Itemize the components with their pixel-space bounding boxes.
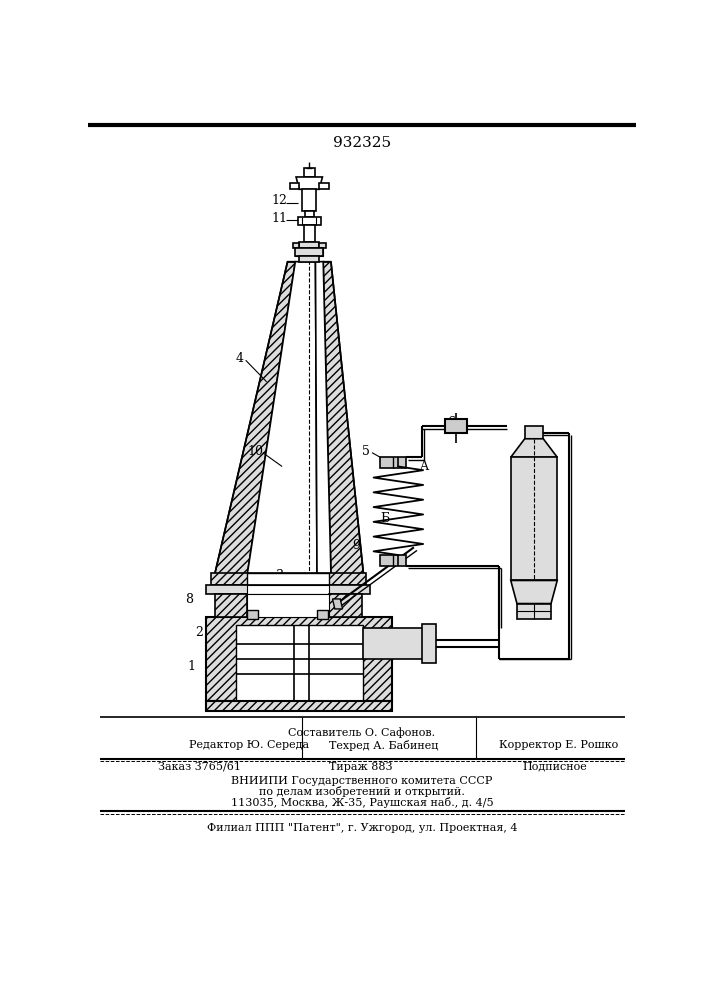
Bar bbox=[299, 242, 320, 248]
Bar bbox=[206, 617, 392, 701]
Bar bbox=[303, 189, 316, 211]
Bar bbox=[304, 225, 315, 242]
Text: 12: 12 bbox=[272, 194, 288, 207]
Polygon shape bbox=[290, 183, 299, 189]
Text: 2: 2 bbox=[195, 626, 203, 639]
Text: 3: 3 bbox=[276, 569, 284, 582]
Text: 4: 4 bbox=[235, 352, 243, 365]
Text: Корректор Е. Рошко: Корректор Е. Рошко bbox=[499, 740, 619, 750]
Text: Тираж 883: Тираж 883 bbox=[329, 762, 392, 772]
Bar bbox=[247, 573, 329, 585]
Polygon shape bbox=[315, 262, 331, 574]
Bar bbox=[525, 426, 543, 439]
Bar bbox=[247, 585, 329, 594]
Text: 9: 9 bbox=[352, 539, 360, 552]
Bar bbox=[304, 168, 315, 177]
Text: Филиал ППП "Патент", г. Ужгород, ул. Проектная, 4: Филиал ППП "Патент", г. Ужгород, ул. Про… bbox=[206, 823, 518, 833]
Text: 932325: 932325 bbox=[333, 136, 391, 150]
Polygon shape bbox=[510, 439, 557, 457]
Bar bbox=[363, 628, 425, 659]
Bar bbox=[206, 585, 370, 594]
Polygon shape bbox=[510, 580, 557, 604]
Text: ВНИИПИ Государственного комитета СССР: ВНИИПИ Государственного комитета СССР bbox=[231, 776, 493, 786]
Bar bbox=[517, 604, 551, 619]
Bar bbox=[299, 256, 320, 262]
Text: Заказ 3765/61: Заказ 3765/61 bbox=[158, 762, 241, 772]
Bar bbox=[421, 624, 436, 663]
Text: A: A bbox=[419, 460, 428, 473]
Text: Подписное: Подписное bbox=[522, 762, 587, 772]
Text: 7: 7 bbox=[549, 483, 557, 496]
Text: 5: 5 bbox=[362, 445, 370, 458]
Bar bbox=[510, 457, 557, 580]
Bar bbox=[298, 217, 321, 225]
Bar bbox=[445, 419, 467, 433]
Text: 6: 6 bbox=[447, 416, 455, 429]
Bar bbox=[211, 573, 366, 585]
Text: 11: 11 bbox=[271, 212, 288, 225]
Bar bbox=[247, 610, 258, 619]
Bar bbox=[235, 625, 363, 701]
Bar bbox=[317, 610, 328, 619]
Bar bbox=[293, 243, 299, 248]
Text: по делам изобретений и открытий.: по делам изобретений и открытий. bbox=[259, 786, 465, 797]
Bar bbox=[329, 594, 362, 617]
Bar bbox=[215, 594, 247, 617]
Bar bbox=[320, 243, 325, 248]
Polygon shape bbox=[320, 183, 329, 189]
Text: Редактор Ю. Середа: Редактор Ю. Середа bbox=[189, 740, 309, 750]
Bar bbox=[305, 211, 314, 217]
Bar bbox=[296, 248, 323, 256]
Text: Составитель О. Сафонов.: Составитель О. Сафонов. bbox=[288, 727, 436, 738]
Polygon shape bbox=[296, 177, 322, 189]
Bar bbox=[247, 594, 329, 617]
Text: Техред А. Бабинец: Техред А. Бабинец bbox=[329, 740, 438, 751]
Polygon shape bbox=[323, 262, 363, 574]
Text: Б: Б bbox=[380, 512, 390, 525]
Text: 1: 1 bbox=[187, 660, 195, 673]
Bar bbox=[380, 555, 406, 566]
Polygon shape bbox=[215, 262, 296, 574]
Polygon shape bbox=[332, 599, 343, 609]
Text: 8: 8 bbox=[185, 593, 193, 606]
Polygon shape bbox=[247, 262, 317, 574]
Text: 113035, Москва, Ж-35, Раушская наб., д. 4/5: 113035, Москва, Ж-35, Раушская наб., д. … bbox=[230, 797, 493, 808]
Text: 10: 10 bbox=[247, 445, 263, 458]
Bar bbox=[206, 701, 392, 711]
Bar bbox=[380, 457, 406, 468]
Text: 13: 13 bbox=[214, 576, 230, 588]
Bar bbox=[296, 248, 323, 256]
